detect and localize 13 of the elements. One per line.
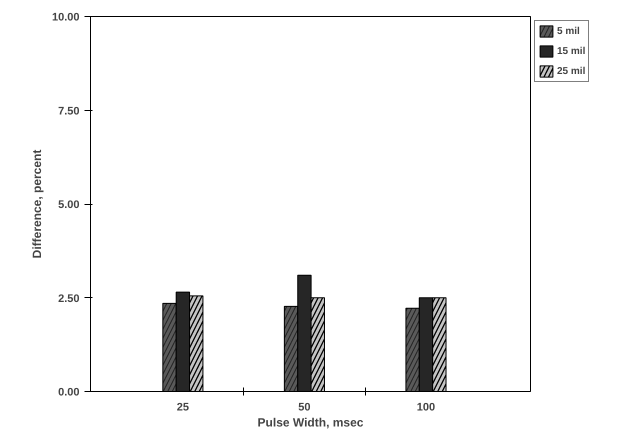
legend-label: 25 mil — [557, 66, 586, 76]
x-tick-label: 100 — [416, 402, 436, 414]
x-axis-title: Pulse Width, msec — [258, 416, 364, 430]
x-tick-label: 50 — [298, 402, 311, 414]
x-tick-label: 25 — [176, 402, 190, 414]
y-tick-label: 0.00 — [58, 386, 80, 398]
y-tick-label: 2.50 — [58, 292, 80, 305]
y-axis-title: Difference, percent — [30, 150, 44, 258]
y-tick-label: 10.00 — [52, 12, 80, 24]
legend-label: 5 mil — [557, 26, 580, 36]
legend-label: 15 mil — [557, 46, 586, 56]
y-tick-label: 5.00 — [58, 199, 80, 211]
y-tick-label: 7.50 — [58, 105, 80, 118]
